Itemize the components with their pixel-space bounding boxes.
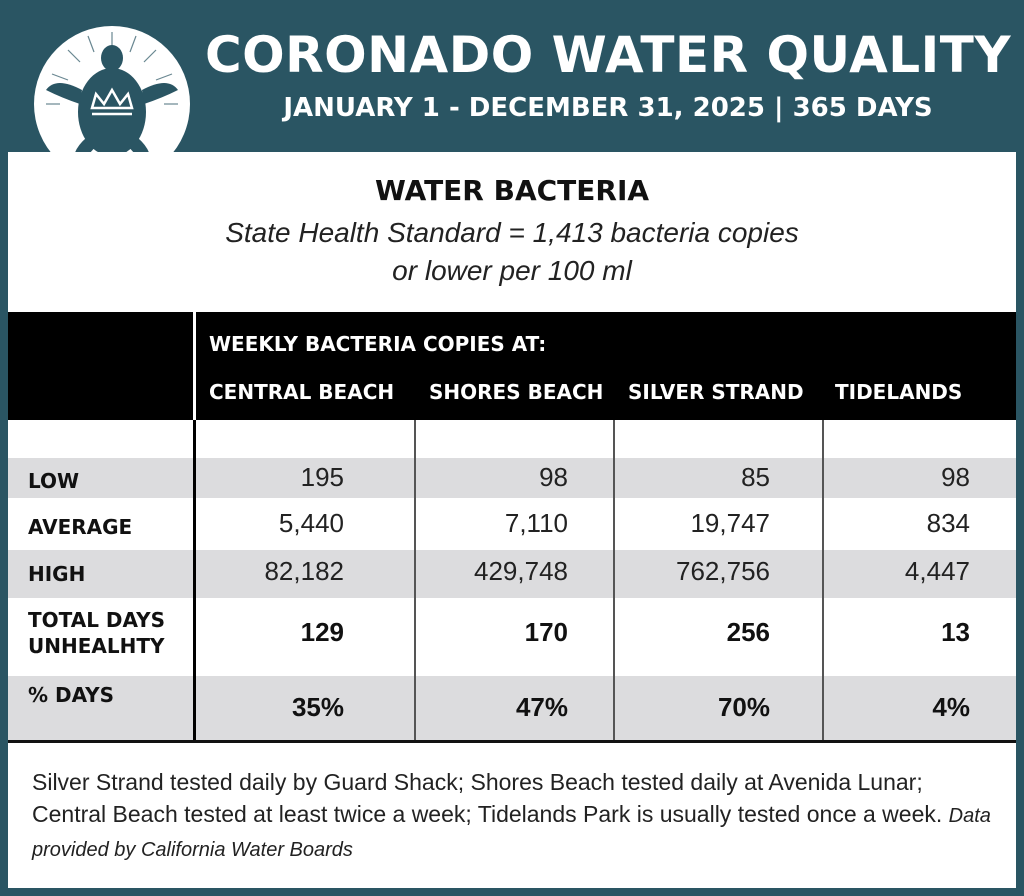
turtle-crown-logo-icon: [34, 26, 190, 182]
cell-average-tidelands: 834: [926, 508, 970, 538]
cell-low-shores-beach: 98: [539, 462, 568, 492]
health-standard-text: State Health Standard = 1,413 bacteria c…: [8, 214, 1016, 290]
cell-total-days-shores-beach: 170: [524, 617, 568, 647]
row-label-total-days-unhealthy: TOTAL DAYS UNHEALHTY: [28, 607, 165, 659]
row-label-low: LOW: [28, 469, 80, 493]
label-column-divider: [193, 420, 196, 740]
cell-high-tidelands: 4,447: [904, 556, 970, 586]
cell-total-days-tidelands: 13: [941, 617, 970, 647]
row-label-average: AVERAGE: [28, 515, 133, 539]
health-standard-line-2: or lower per 100 ml: [392, 255, 632, 286]
row-label-high: HIGH: [28, 562, 86, 586]
column-header-tidelands: TIDELANDS: [835, 380, 963, 404]
cell-average-shores-beach: 7,110: [504, 508, 568, 538]
column-header-central-beach: CENTRAL BEACH: [209, 380, 395, 404]
footnote: Silver Strand tested daily by Guard Shac…: [32, 766, 1002, 866]
data-card: WATER BACTERIA State Health Standard = 1…: [8, 152, 1016, 888]
cell-percent-central-beach: 35%: [291, 692, 344, 722]
cell-average-central-beach: 5,440: [278, 508, 344, 538]
column-header-silver-strand: SILVER STRAND: [628, 380, 804, 404]
table-row-low: [8, 458, 1016, 498]
table-header-band: [8, 312, 1016, 420]
cell-high-central-beach: 82,182: [264, 556, 344, 586]
cell-total-days-silver-strand: 256: [726, 617, 770, 647]
cell-percent-silver-strand: 70%: [717, 692, 770, 722]
cell-percent-shores-beach: 47%: [515, 692, 568, 722]
section-title: WATER BACTERIA: [374, 174, 650, 207]
column-header-shores-beach: SHORES BEACH: [429, 380, 604, 404]
column-divider: [414, 420, 416, 740]
health-standard-line-1: State Health Standard = 1,413 bacteria c…: [225, 217, 799, 248]
cell-high-silver-strand: 762,756: [676, 556, 770, 586]
cell-high-shores-beach: 429,748: [474, 556, 568, 586]
table-bottom-rule: [8, 740, 1016, 743]
cell-low-silver-strand: 85: [741, 462, 770, 492]
row-label-line-2: UNHEALHTY: [28, 634, 165, 658]
cell-total-days-central-beach: 129: [300, 617, 344, 647]
row-label-line-1: TOTAL DAYS: [28, 608, 165, 632]
table-row-percent-days: [8, 676, 1016, 740]
page-title: CORONADO WATER QUALITY: [204, 26, 1012, 84]
column-divider: [613, 420, 615, 740]
table-header-label: WEEKLY BACTERIA COPIES AT:: [209, 332, 547, 356]
header-divider: [193, 312, 196, 420]
footnote-credit: Data provided by California Water Boards: [32, 805, 991, 861]
cell-average-silver-strand: 19,747: [690, 508, 770, 538]
cell-low-central-beach: 195: [300, 462, 344, 492]
row-label-percent-days: % DAYS: [28, 683, 115, 707]
table-row-high: [8, 550, 1016, 598]
footnote-text: Silver Strand tested daily by Guard Shac…: [32, 769, 943, 827]
page-subtitle: JANUARY 1 - DECEMBER 31, 2025 | 365 DAYS: [283, 93, 933, 123]
column-divider: [822, 420, 824, 740]
cell-low-tidelands: 98: [941, 462, 970, 492]
cell-percent-tidelands: 4%: [932, 692, 970, 722]
